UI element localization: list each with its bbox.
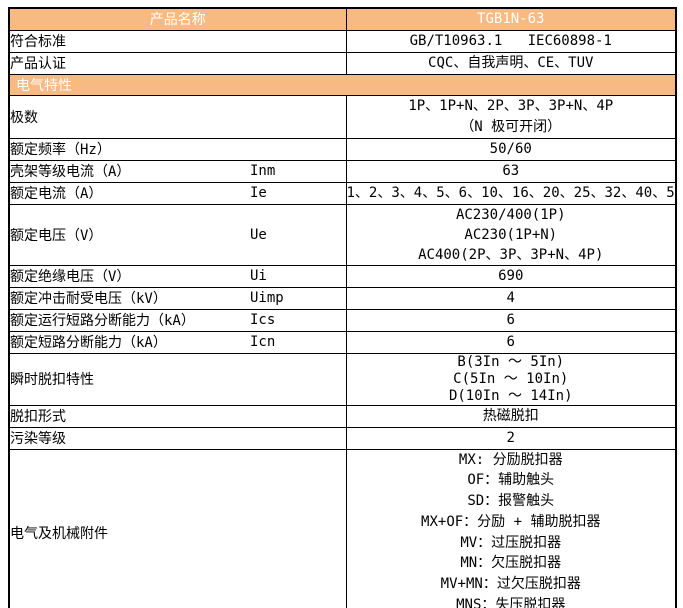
table-row-rated-voltage: 额定电压（V） Ue AC230/400(1P) AC230(1P+N) AC4… — [8, 203, 677, 266]
table-row-pollution-degree: 污染等级 2 — [8, 426, 677, 450]
row-value: 1P、1P+N、2P、3P、3P+N、4P — [408, 97, 614, 114]
row-value: C(5In ～ 10In) — [453, 370, 569, 387]
row-value: SD：报警触头 — [467, 493, 555, 509]
row-value: B(3In ～ 5In) — [457, 353, 565, 370]
row-label: 额定频率（Hz） — [10, 142, 111, 158]
table-row-frame-current: 壳架等级电流（A） Inm 63 — [8, 159, 677, 183]
row-value: MN：欠压脱扣器 — [460, 555, 562, 572]
table-row-service-breaking-capacity: 额定运行短路分断能力（kA） Ics 6 — [8, 308, 677, 332]
row-label: 额定绝缘电压（V） — [10, 269, 131, 285]
row-label: 额定运行短路分断能力（kA） — [10, 313, 195, 329]
row-label: 额定短路分断能力（kA） — [10, 335, 167, 351]
row-label: 额定电流（A） — [10, 186, 103, 202]
row-symbol: Ue — [250, 226, 267, 243]
row-value: MX+OF：分励 + 辅助脱扣器 — [421, 513, 601, 530]
header-product-name-label: 产品名称 — [8, 7, 347, 31]
row-value: 热磁脱扣 — [482, 407, 539, 424]
table-row-insulation-voltage: 额定绝缘电压（V） Ui 690 — [8, 264, 677, 288]
row-label: 符合标准 — [10, 34, 66, 50]
spec-table: 产品名称 TGB1N-63 符合标准 GB/T10963.1 IEC60898-… — [8, 7, 677, 608]
row-label: 极数 — [10, 109, 38, 126]
row-value: MV：过压脱扣器 — [460, 534, 562, 551]
row-value: 50/60 — [489, 140, 532, 157]
row-label: 瞬时脱扣特性 — [10, 372, 94, 388]
row-value: GB/T10963.1 IEC60898-1 — [409, 32, 612, 49]
row-value: CQC、自我声明、CE、TUV — [428, 54, 594, 71]
row-value: 690 — [498, 267, 524, 284]
row-value: AC400(2P、3P、3P+N、4P) — [418, 246, 604, 263]
table-row-certification: 产品认证 CQC、自我声明、CE、TUV — [8, 51, 677, 75]
row-label: 产品认证 — [10, 56, 66, 72]
row-value: 6 — [506, 333, 515, 350]
table-header-row: 产品名称 TGB1N-63 — [8, 7, 677, 31]
row-symbol: Inm — [250, 163, 276, 179]
section-title: 电气特性 — [8, 73, 677, 96]
table-row-trip-type: 脱扣形式 热磁脱扣 — [8, 404, 677, 428]
section-row-electrical-characteristics: 电气特性 — [8, 73, 677, 96]
row-value: （N 极可开闭） — [460, 118, 562, 135]
row-symbol: Ics — [250, 312, 276, 328]
row-symbol: Icn — [250, 334, 276, 350]
row-value: AC230(1P+N) — [464, 226, 558, 243]
row-label: 脱扣形式 — [10, 409, 66, 425]
row-value: 4 — [506, 289, 515, 306]
header-product-model: TGB1N-63 — [345, 7, 677, 31]
table-row-rated-frequency: 额定频率（Hz） 50/60 — [8, 137, 677, 161]
row-value: 63 — [502, 162, 520, 179]
table-row-instantaneous-tripping: 瞬时脱扣特性 B(3In ～ 5In) C(5In ～ 10In) D(10In… — [8, 352, 677, 406]
row-value: MNS：失压脱扣器 — [456, 596, 566, 608]
row-value: OF：辅助触头 — [467, 472, 555, 489]
row-value: MX: 分励脱扣器 — [458, 451, 563, 468]
row-value: 6 — [506, 311, 515, 328]
row-symbol: Ie — [250, 185, 267, 201]
row-symbol: Uimp — [250, 290, 284, 306]
table-row-standards: 符合标准 GB/T10963.1 IEC60898-1 — [8, 29, 677, 53]
row-label: 电气及机械附件 — [10, 525, 108, 542]
row-value: 2 — [506, 429, 515, 446]
row-value: MV+MN：过欠压脱扣器 — [440, 576, 581, 592]
table-row-impulse-withstand-voltage: 额定冲击耐受电压（kV） Uimp 4 — [8, 286, 677, 310]
row-value: 1、2、3、4、5、6、10、16、20、25、32、40、50、63 — [346, 184, 675, 201]
row-symbol: Ui — [250, 268, 267, 284]
row-label: 额定电压（V） — [10, 227, 103, 244]
table-row-accessories: 电气及机械附件 MX: 分励脱扣器 OF：辅助触头 SD：报警触头 MX+OF：… — [8, 448, 677, 608]
row-label: 壳架等级电流（A） — [10, 164, 131, 180]
row-value: AC230/400(1P) — [455, 206, 566, 223]
row-label: 额定冲击耐受电压（kV） — [10, 291, 167, 307]
table-row-ultimate-breaking-capacity: 额定短路分断能力（kA） Icn 6 — [8, 330, 677, 354]
row-value: D(10In ～ 14In) — [448, 387, 573, 404]
row-label: 污染等级 — [10, 431, 66, 447]
table-row-rated-current: 额定电流（A） Ie 1、2、3、4、5、6、10、16、20、25、32、40… — [8, 181, 677, 205]
table-row-poles: 极数 1P、1P+N、2P、3P、3P+N、4P （N 极可开闭） — [8, 94, 677, 139]
